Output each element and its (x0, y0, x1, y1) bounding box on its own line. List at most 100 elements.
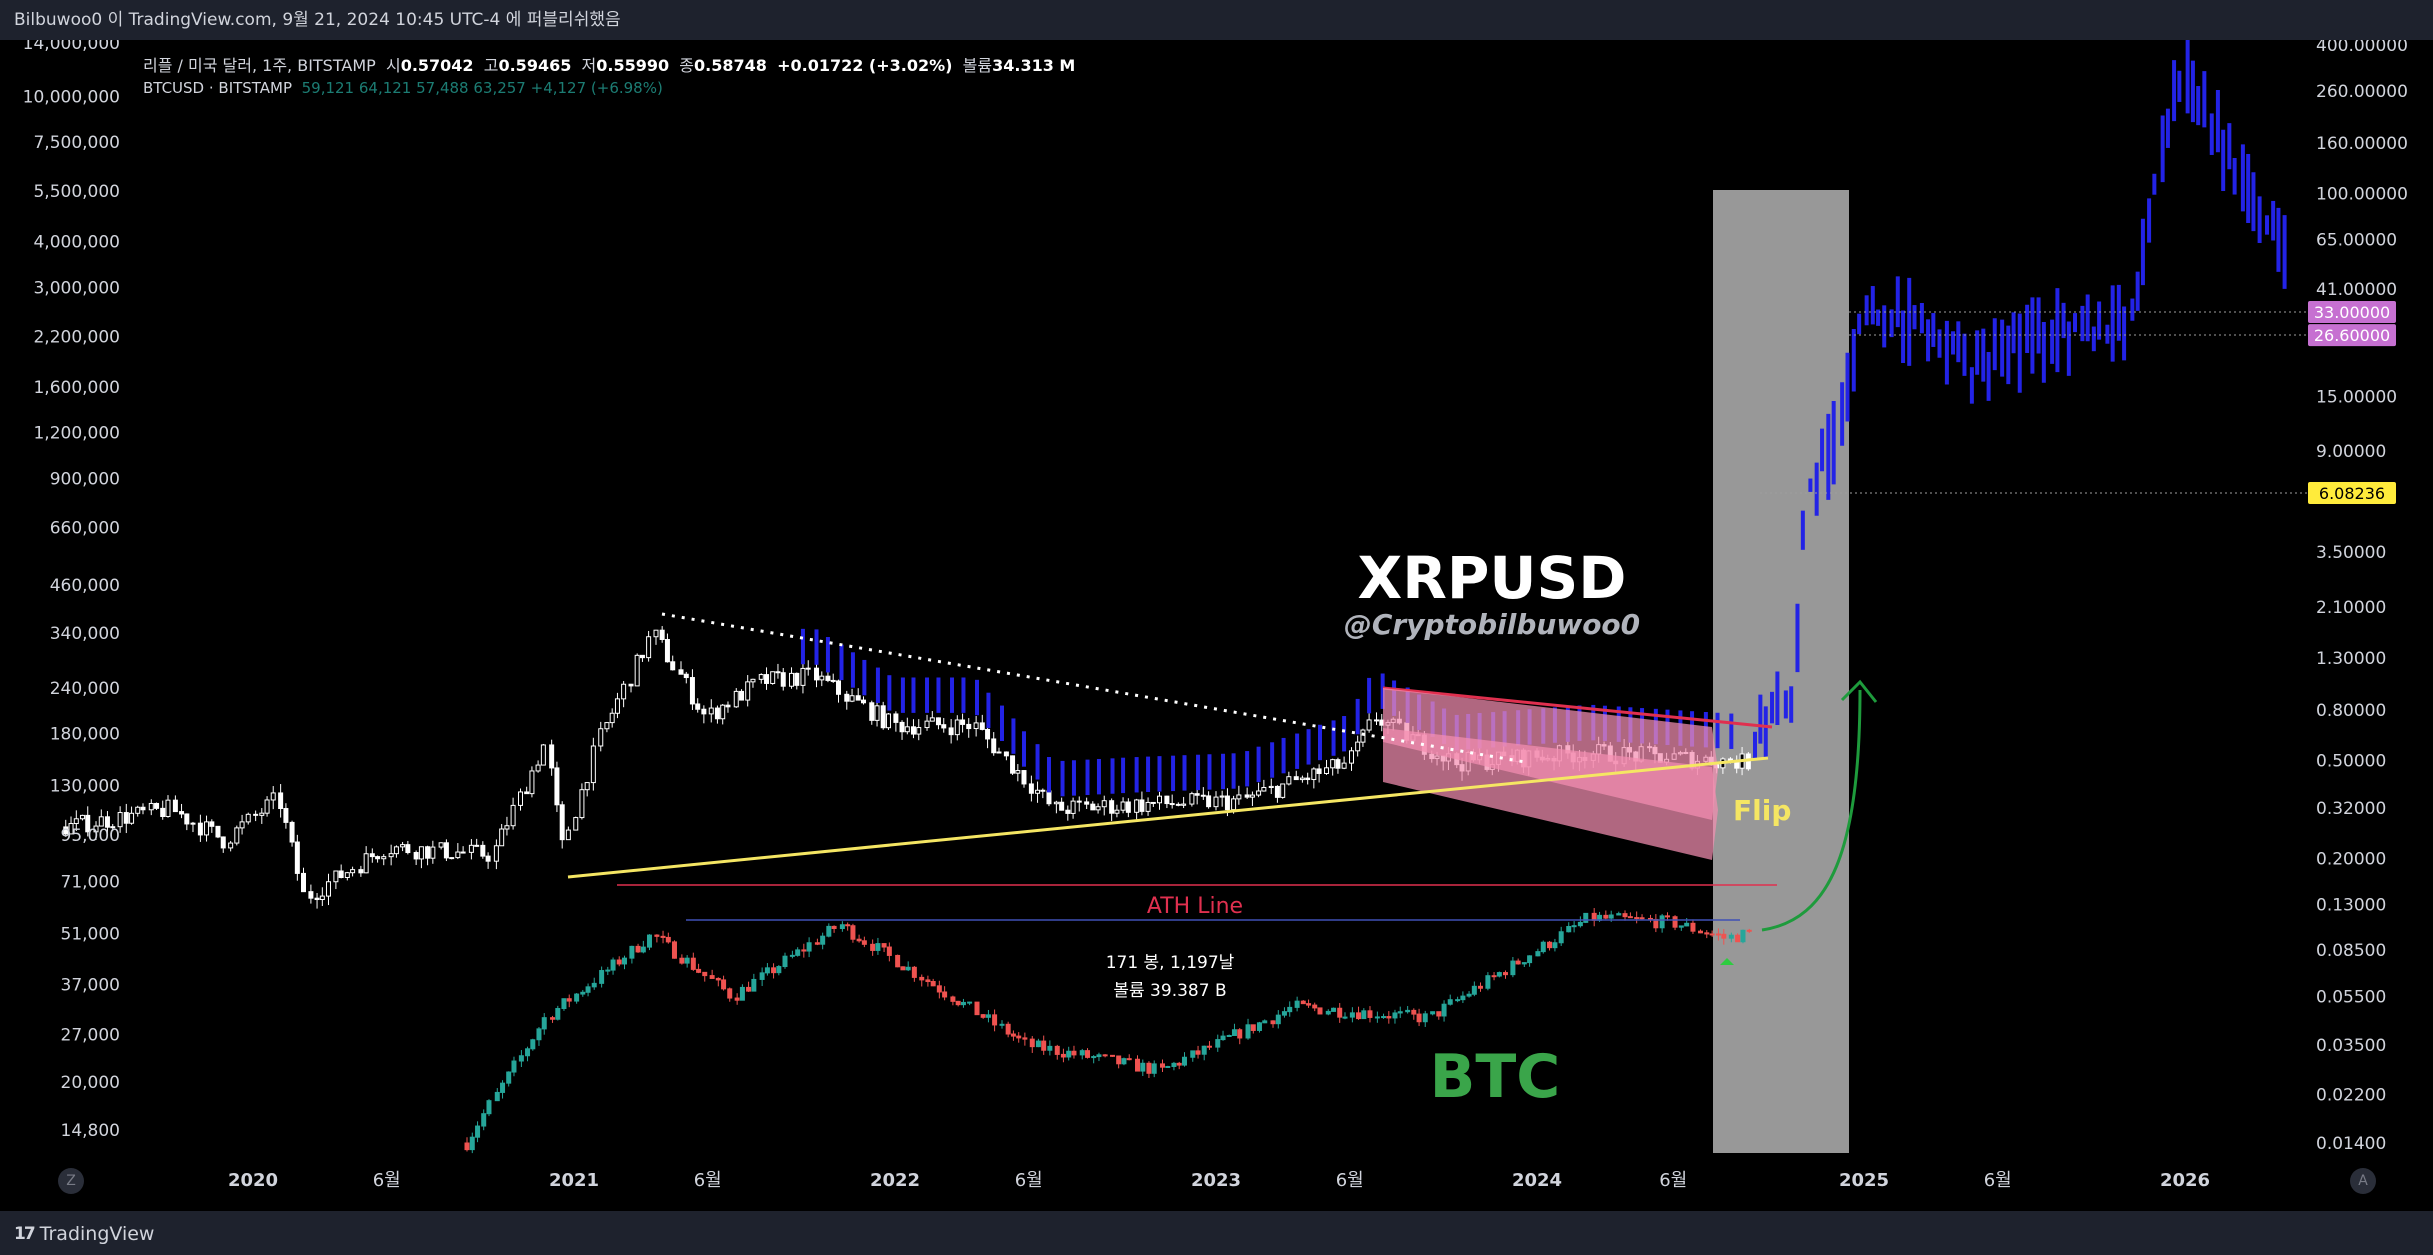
btc-candle (1510, 960, 1516, 976)
xrp-candle (604, 722, 610, 730)
btc-candle (1698, 930, 1703, 934)
right-axis-tick: 65.00000 (2316, 230, 2397, 250)
xrp-candle (1286, 776, 1292, 785)
xrp-candle (209, 821, 215, 827)
xrp-candle (443, 842, 449, 859)
xrp-candle (1200, 794, 1206, 797)
xrp-candle (830, 679, 836, 682)
auto-scale-z-button[interactable]: Z (58, 1168, 84, 1194)
xrp-candle (393, 846, 399, 855)
left-axis-tick: 14,000,000 (23, 40, 120, 54)
btc-candle (1337, 1007, 1343, 1018)
xrp-candle (1040, 789, 1046, 792)
xrp-candle (910, 726, 916, 735)
auto-scale-a-button[interactable]: A (2350, 1168, 2376, 1194)
btc-candle (1583, 912, 1589, 923)
xrp-candle (413, 852, 419, 860)
yellow-trendline (567, 756, 1769, 879)
xrp-candle (573, 817, 579, 831)
tradingview-logo[interactable]: 17 TradingView (14, 1223, 154, 1245)
xrp-candle (775, 671, 781, 674)
left-axis-tick: 180,000 (50, 725, 120, 745)
xrp-candle (1335, 759, 1341, 769)
xrp-candle (1125, 801, 1131, 813)
time-axis-label: 2026 (2160, 1170, 2210, 1191)
xrp-candle (554, 767, 560, 806)
price-tag: 33.00000 (2314, 303, 2390, 322)
btc-candle (886, 946, 892, 956)
btc-candle (1477, 985, 1483, 989)
xrp-candle (460, 851, 466, 854)
xrp-candle (695, 703, 701, 710)
price-chart[interactable]: XRPUSD@Cryptobilbuwoo0 Flip ATH Line BTC 171… (0, 40, 2433, 1211)
xrp-candle (670, 661, 676, 671)
xrp-candle (948, 727, 954, 736)
right-axis-tick: 400.00000 (2316, 40, 2408, 56)
xrp-candle (529, 770, 535, 795)
right-axis-tick: 3.50000 (2316, 543, 2386, 563)
main-legend[interactable]: 리플 / 미국 달러, 1주, BITSTAMP 시0.57042 고0.594… (143, 52, 1075, 76)
btc-candle (469, 1136, 475, 1151)
xrp-candle (1330, 759, 1336, 769)
xrp-candle (1244, 794, 1250, 798)
xrp-candle (350, 869, 356, 874)
right-axis-tick: 41.00000 (2316, 280, 2397, 300)
xrp-candle (708, 707, 714, 715)
xrp-candle (1015, 770, 1021, 774)
xrp-candle (1090, 803, 1096, 811)
time-axis-label: 6월 (694, 1170, 722, 1191)
xrp-candle (1150, 801, 1156, 804)
btc-candle (1010, 1033, 1016, 1037)
btc-candle (1566, 926, 1572, 933)
xrp-candle (1169, 803, 1175, 806)
volume-value: 34.313 M (992, 56, 1076, 75)
btc-candle (690, 957, 696, 970)
xrp-candle (540, 744, 546, 766)
btc-candle (629, 945, 635, 959)
btc-candle (1367, 1010, 1373, 1018)
xrp-candle (1145, 801, 1151, 812)
xrp-candle (885, 713, 891, 729)
xrp-candle (148, 802, 154, 811)
btc-candle (464, 1142, 470, 1151)
time-axis-label: 6월 (1659, 1170, 1687, 1191)
xrp-candle (524, 791, 530, 795)
btc-candle (1416, 1013, 1422, 1023)
btc-candle (1151, 1063, 1157, 1074)
btc-candle (566, 998, 572, 1002)
secondary-legend[interactable]: BTCUSD · BITSTAMP 59,121 64,121 57,488 6… (143, 79, 663, 97)
xrp-candle (725, 704, 731, 708)
btc-candle (500, 1082, 506, 1093)
xrp-candle (314, 897, 320, 901)
btc-candle (1659, 915, 1665, 929)
xrp-candle (1003, 751, 1009, 757)
xrp-candle (518, 791, 523, 806)
btc-candle (1270, 1020, 1276, 1025)
xrp-candle (1046, 790, 1052, 805)
btc-candle (1287, 1006, 1293, 1013)
btc-candle (1622, 913, 1628, 918)
btc-candle (905, 966, 911, 971)
xrp-candle (190, 822, 196, 825)
btc-candle (1502, 972, 1508, 976)
measure-label-1: 171 봉, 1,197날 (1106, 953, 1235, 973)
xrp-candle (264, 799, 270, 814)
xrp-candle (579, 789, 585, 819)
price-tag-bg (2308, 481, 2396, 504)
btc-candle (1349, 1012, 1355, 1018)
green-arrow-head (1840, 679, 1878, 703)
xrp-candle (689, 677, 695, 705)
btc-candle (1411, 1009, 1417, 1015)
xrp-candle (659, 629, 665, 640)
xrp-candle (160, 807, 166, 817)
btc-candle (1190, 1050, 1196, 1058)
green-arrow (1761, 689, 1862, 932)
xrp-candle (184, 813, 190, 825)
btc-candle (1571, 925, 1577, 928)
close-label: 종 (679, 56, 695, 75)
xrp-candle (739, 690, 745, 701)
xrp-candle (814, 667, 820, 681)
btc-candle (1312, 1004, 1318, 1009)
left-axis-tick: 71,000 (61, 872, 120, 892)
btc-candle (1060, 1053, 1066, 1058)
